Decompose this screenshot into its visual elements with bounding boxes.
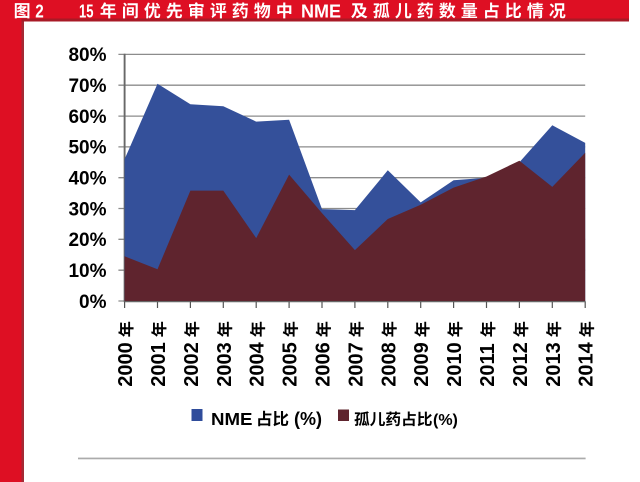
svg-text:2007: 2007 bbox=[345, 342, 367, 387]
svg-text:30%: 30% bbox=[68, 199, 106, 220]
svg-text:2012: 2012 bbox=[510, 342, 532, 387]
svg-text:2010: 2010 bbox=[444, 342, 466, 387]
svg-text:15: 15 bbox=[79, 1, 94, 21]
svg-text:2006: 2006 bbox=[313, 342, 335, 387]
svg-text:10%: 10% bbox=[68, 261, 106, 282]
svg-text:80%: 80% bbox=[68, 45, 106, 66]
svg-text:2013: 2013 bbox=[543, 342, 565, 387]
svg-text:20%: 20% bbox=[68, 230, 106, 251]
svg-text:(%): (%) bbox=[433, 412, 458, 429]
svg-text:50%: 50% bbox=[68, 138, 106, 159]
svg-text:2005: 2005 bbox=[280, 342, 302, 387]
svg-text:60%: 60% bbox=[68, 107, 106, 128]
svg-text:0%: 0% bbox=[79, 292, 107, 313]
svg-text:NME: NME bbox=[211, 409, 253, 429]
svg-text:2002: 2002 bbox=[181, 342, 203, 387]
svg-text:NME: NME bbox=[301, 1, 341, 21]
svg-text:2001: 2001 bbox=[148, 342, 170, 387]
svg-text:40%: 40% bbox=[68, 169, 106, 190]
svg-text:2004: 2004 bbox=[247, 341, 269, 386]
svg-text:2000: 2000 bbox=[115, 342, 137, 387]
svg-text:2008: 2008 bbox=[378, 342, 400, 387]
svg-text:2014: 2014 bbox=[576, 341, 598, 386]
svg-text:(%): (%) bbox=[294, 409, 322, 429]
svg-text:2011: 2011 bbox=[477, 343, 499, 386]
svg-text:2003: 2003 bbox=[214, 342, 236, 387]
svg-text:2: 2 bbox=[35, 1, 44, 21]
svg-text:2009: 2009 bbox=[411, 342, 433, 387]
svg-text:70%: 70% bbox=[68, 76, 106, 97]
